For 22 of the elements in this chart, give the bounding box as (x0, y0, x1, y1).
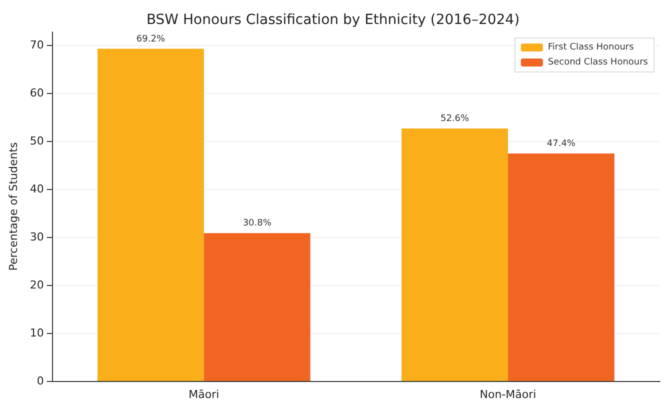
y-tick-label: 20 (30, 278, 44, 292)
bar (98, 48, 204, 381)
chart-title: BSW Honours Classification by Ethnicity (2016–2024) (146, 12, 520, 28)
y-tick-label: 60 (30, 86, 44, 100)
legend-label: First Class Honours (548, 42, 634, 52)
data-label: 47.4% (546, 138, 576, 149)
y-tick-label: 30 (30, 230, 44, 244)
y-tick-label: 50 (30, 134, 44, 148)
bar (508, 153, 614, 381)
data-label: 30.8% (242, 218, 272, 229)
y-tick-label: 0 (36, 374, 44, 388)
bar (204, 233, 310, 381)
data-label: 69.2% (136, 34, 166, 44)
bar (402, 128, 508, 381)
y-tick-label: 70 (30, 38, 44, 52)
x-tick-label: Non-Māori (480, 388, 536, 400)
x-tick-label: Māori (188, 388, 220, 400)
legend-label: Second Class Honours (548, 58, 648, 68)
y-axis-title: Percentage of Students (7, 142, 20, 271)
y-tick-label: 10 (30, 326, 44, 340)
y-tick-label: 40 (30, 182, 44, 196)
data-label: 52.6% (440, 114, 470, 124)
